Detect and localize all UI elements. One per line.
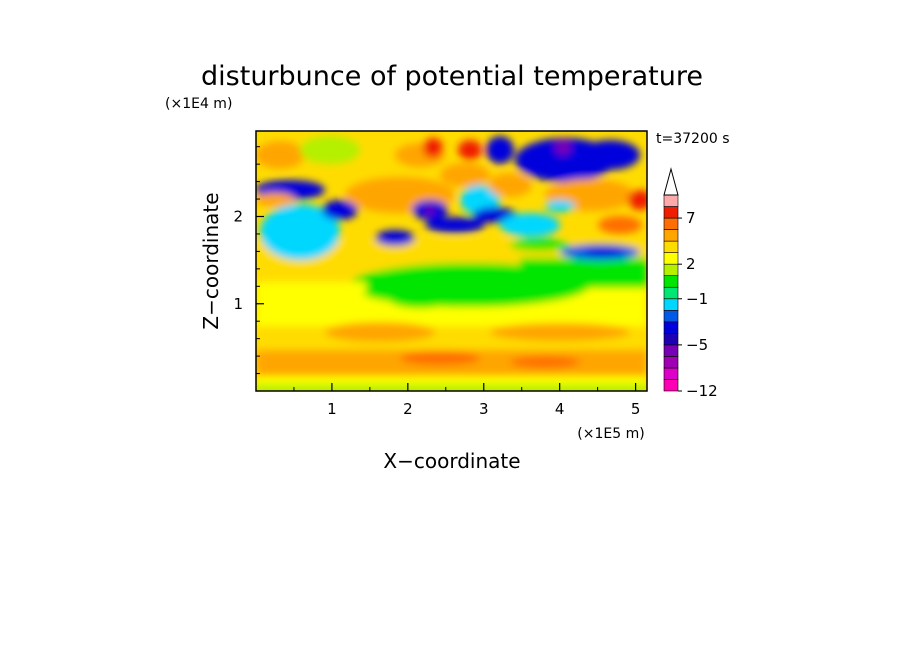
y-unit-label: (×1E4 m): [165, 96, 232, 112]
x-axis-label: X−coordinate: [383, 449, 520, 473]
chart-title: disturbunce of potential temperature: [201, 61, 703, 92]
y-axis: 12: [233, 146, 264, 375]
x-tick-label: 4: [555, 400, 565, 418]
y-tick-label: 2: [233, 208, 243, 226]
colorbar-swatch: [663, 333, 679, 346]
colorbar-swatch: [663, 252, 679, 265]
y-tick-label: 1: [233, 295, 243, 313]
colorbar: −12−5−127: [663, 167, 718, 400]
colorbar-swatch: [663, 217, 679, 230]
colorbar-swatch: [663, 240, 679, 253]
contour-field: [256, 131, 647, 391]
colorbar-swatch: [663, 206, 679, 219]
colorbar-tick-label: 2: [686, 255, 696, 273]
x-tick-label: 1: [327, 400, 337, 418]
x-tick-label: 2: [403, 400, 413, 418]
colorbar-swatch: [663, 229, 679, 242]
colorbar-swatch: [663, 379, 679, 392]
colorbar-swatch: [663, 344, 679, 357]
colorbar-tick-label: −1: [686, 290, 708, 308]
x-unit-label: (×1E5 m): [577, 426, 644, 442]
colorbar-swatch: [663, 275, 679, 288]
y-axis-label: Z−coordinate: [199, 192, 223, 329]
colorbar-swatch: [663, 298, 679, 311]
x-tick-label: 5: [631, 400, 641, 418]
colorbar-swatch: [663, 367, 679, 380]
colorbar-tick-label: −12: [686, 382, 718, 400]
colorbar-swatch: [663, 263, 679, 277]
colorbar-tick-label: 7: [686, 209, 696, 227]
colorbar-swatch: [663, 194, 679, 207]
colorbar-swatch: [663, 309, 679, 323]
time-label: t=37200 s: [656, 131, 730, 147]
colorbar-swatch: [663, 356, 679, 369]
x-tick-label: 3: [479, 400, 489, 418]
plot-frame: [255, 130, 648, 392]
colorbar-swatch: [663, 321, 679, 334]
x-axis: 1 2 3 4 5: [293, 383, 641, 418]
colorbar-extend-arrow: [663, 167, 679, 196]
colorbar-swatch: [663, 286, 679, 300]
colorbar-tick-label: −5: [686, 336, 708, 354]
